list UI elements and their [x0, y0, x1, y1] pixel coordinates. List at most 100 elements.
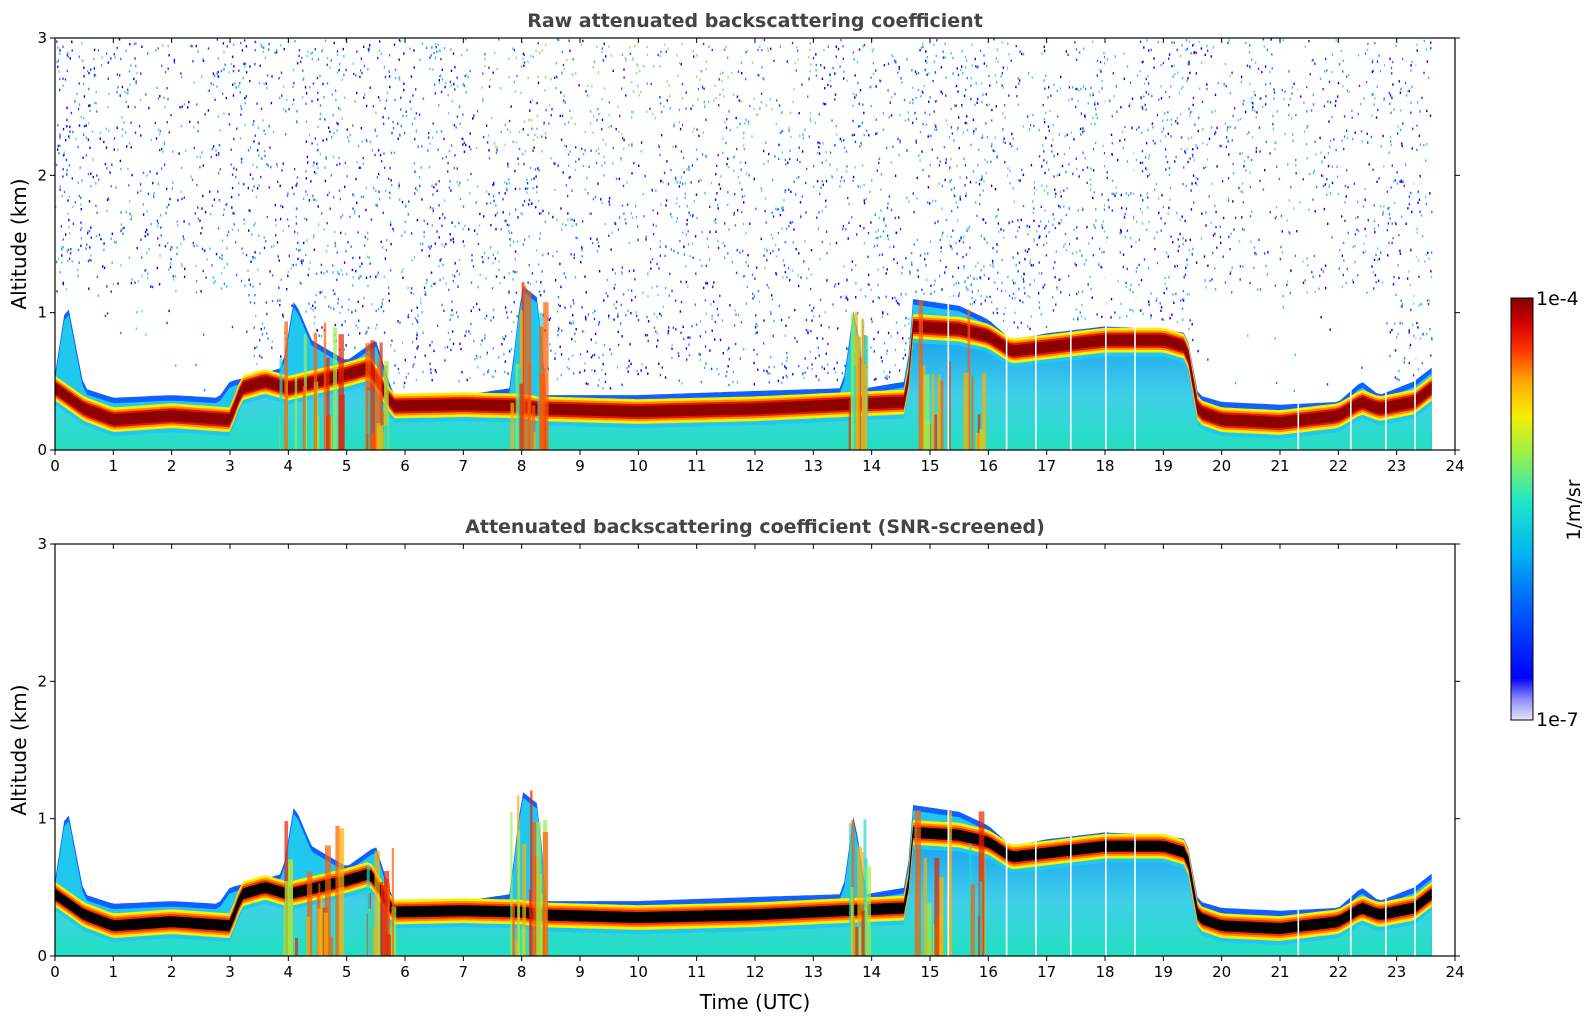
noise-pixel [818, 315, 821, 318]
noise-pixel [1174, 160, 1176, 163]
noise-pixel [405, 110, 407, 113]
noise-pixel [202, 194, 204, 198]
noise-pixel [191, 178, 194, 181]
noise-pixel [1329, 101, 1332, 104]
noise-pixel [1068, 86, 1071, 89]
noise-pixel [887, 202, 889, 205]
noise-pixel [733, 213, 735, 216]
noise-pixel [1410, 101, 1412, 104]
noise-pixel [324, 296, 326, 299]
noise-pixel [945, 218, 947, 222]
noise-pixel [1402, 57, 1404, 61]
noise-pixel [329, 207, 331, 210]
noise-pixel [253, 185, 255, 188]
noise-pixel [1100, 70, 1102, 73]
noise-pixel [521, 213, 524, 216]
noise-pixel [1346, 75, 1348, 78]
noise-pixel [371, 303, 373, 306]
noise-pixel [520, 65, 523, 68]
noise-pixel [1315, 185, 1318, 189]
noise-pixel [321, 50, 323, 53]
noise-pixel [589, 212, 591, 215]
noise-pixel [965, 253, 968, 256]
noise-pixel [59, 88, 61, 92]
noise-pixel [1312, 275, 1314, 278]
noise-pixel [1389, 57, 1391, 60]
noise-pixel [65, 233, 67, 236]
noise-pixel [369, 262, 371, 265]
noise-pixel [672, 326, 675, 329]
noise-pixel [364, 244, 366, 247]
noise-pixel [416, 219, 419, 222]
noise-pixel [673, 124, 675, 128]
noise-pixel [330, 59, 332, 62]
noise-pixel [275, 234, 277, 237]
noise-pixel [1055, 192, 1057, 196]
noise-pixel [439, 278, 441, 282]
noise-pixel [816, 216, 818, 219]
noise-pixel [534, 168, 537, 171]
noise-pixel [1150, 48, 1152, 52]
noise-pixel [1200, 237, 1202, 240]
noise-pixel [958, 146, 960, 150]
noise-pixel [710, 181, 713, 185]
noise-pixel [992, 149, 994, 152]
noise-pixel [857, 81, 859, 85]
noise-pixel [680, 150, 683, 153]
noise-pixel [1159, 302, 1161, 305]
plume-streak [374, 368, 378, 450]
noise-pixel [484, 337, 486, 340]
noise-pixel [433, 186, 435, 189]
noise-pixel [1120, 230, 1122, 233]
noise-pixel [719, 338, 722, 342]
noise-pixel [1077, 316, 1079, 319]
noise-pixel [596, 108, 598, 111]
noise-pixel [1101, 224, 1103, 227]
noise-pixel [1027, 295, 1029, 298]
noise-pixel [192, 242, 194, 245]
noise-pixel [400, 124, 402, 128]
noise-pixel [1016, 95, 1018, 98]
noise-pixel [995, 216, 997, 219]
noise-pixel [751, 61, 754, 64]
noise-pixel [703, 286, 705, 290]
noise-pixel [554, 279, 557, 282]
noise-pixel [1129, 103, 1131, 106]
noise-pixel [638, 164, 640, 167]
noise-pixel [1096, 116, 1098, 120]
noise-pixel [1275, 381, 1278, 384]
noise-pixel [357, 300, 359, 303]
noise-pixel [976, 214, 978, 218]
noise-pixel [892, 145, 894, 148]
noise-pixel [711, 329, 713, 332]
noise-pixel [166, 206, 168, 209]
noise-pixel [919, 49, 921, 52]
noise-pixel [513, 80, 516, 84]
noise-pixel [717, 239, 719, 243]
noise-pixel [526, 191, 528, 194]
noise-pixel [1203, 167, 1205, 170]
noise-pixel [127, 167, 129, 171]
noise-pixel [1271, 67, 1273, 70]
noise-pixel [174, 275, 177, 278]
noise-pixel [509, 131, 511, 134]
noise-pixel [1073, 138, 1075, 141]
noise-pixel [169, 262, 172, 265]
noise-pixel [665, 50, 667, 53]
noise-pixel [319, 291, 321, 294]
noise-pixel [1143, 95, 1145, 98]
noise-pixel [548, 212, 550, 215]
noise-pixel [1346, 89, 1348, 92]
noise-pixel [477, 285, 479, 289]
noise-pixel [803, 260, 805, 263]
noise-pixel [481, 86, 483, 89]
noise-pixel [94, 101, 96, 105]
noise-pixel [859, 145, 861, 148]
noise-pixel [537, 199, 540, 203]
noise-pixel [744, 274, 746, 278]
noise-pixel [644, 334, 647, 337]
noise-pixel [357, 144, 360, 148]
noise-pixel [981, 218, 984, 221]
noise-pixel [1081, 254, 1083, 257]
noise-pixel [734, 224, 737, 227]
